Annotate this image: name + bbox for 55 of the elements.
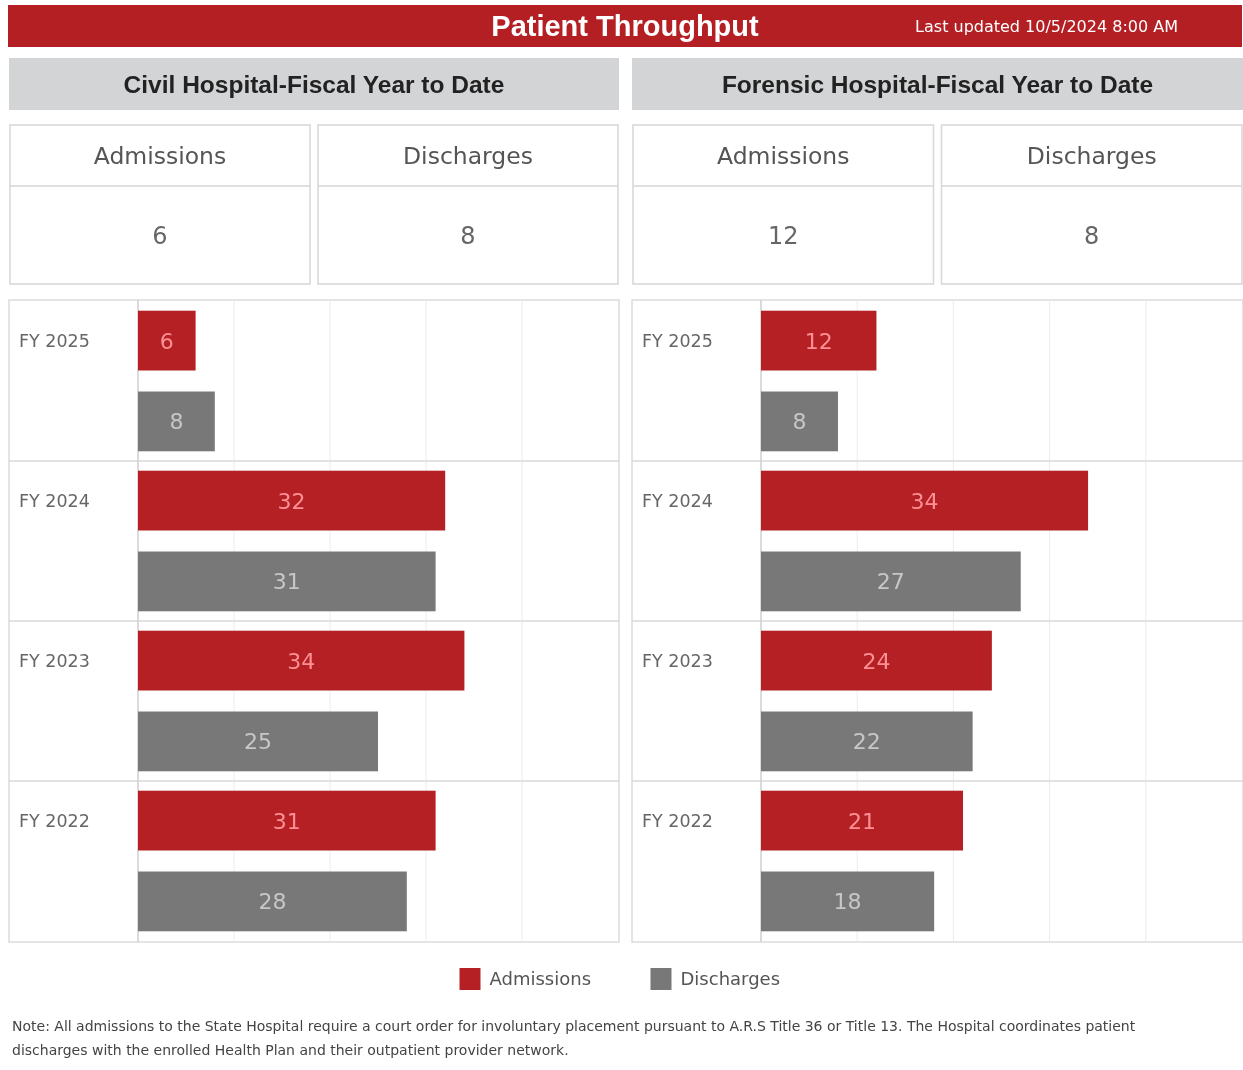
text: Civil Hospital-Fiscal Year to Date bbox=[123, 70, 505, 98]
bar bbox=[138, 711, 378, 772]
bar bbox=[761, 551, 1021, 612]
category-label: Discharges bbox=[1026, 141, 1157, 170]
data-label: 31 bbox=[272, 569, 301, 595]
data-label: 6 bbox=[152, 221, 168, 250]
category-label: Admissions bbox=[716, 141, 850, 170]
data-label: 8 bbox=[1084, 221, 1100, 250]
text: Forensic Hospital-Fiscal Year to Date bbox=[721, 70, 1154, 98]
data-label: 12 bbox=[804, 328, 833, 354]
text: Last updated 10/5/2024 8:00 AM bbox=[915, 17, 1178, 36]
text: Patient Throughput bbox=[491, 10, 760, 43]
y-tick-label: FY 2025 bbox=[642, 330, 713, 351]
data-label: 24 bbox=[862, 648, 891, 674]
bar bbox=[138, 630, 465, 691]
bar bbox=[761, 391, 838, 452]
data-label: 18 bbox=[833, 889, 862, 915]
data-label: 27 bbox=[876, 569, 905, 595]
y-tick-label: FY 2025 bbox=[19, 330, 90, 351]
data-label: 31 bbox=[272, 808, 301, 834]
bar bbox=[761, 310, 877, 371]
text: Note: All admissions to the State Hospital require a court order for involuntary placement pursuant to A.R.S Title 36 or Title 13. The Hospital coordinates patient discharges with the enrolled Health Plan and their outpatient provider network. bbox=[12, 1017, 1137, 1060]
data-label: 32 bbox=[277, 488, 306, 514]
bar bbox=[761, 871, 935, 932]
y-tick-label: FY 2022 bbox=[19, 810, 90, 831]
bar bbox=[761, 790, 964, 851]
bar bbox=[761, 630, 992, 691]
data-label: 12 bbox=[767, 221, 799, 250]
data-label: 21 bbox=[848, 808, 877, 834]
bar bbox=[761, 711, 973, 772]
bar bbox=[138, 310, 196, 371]
bar bbox=[138, 790, 436, 851]
data-label: 28 bbox=[258, 889, 287, 915]
y-tick-label: FY 2024 bbox=[642, 490, 713, 511]
bar bbox=[761, 470, 1089, 531]
data-label: 6 bbox=[159, 328, 174, 354]
data-label: 22 bbox=[852, 729, 881, 755]
data-label: 8 bbox=[792, 409, 807, 435]
category-label: Admissions bbox=[93, 141, 227, 170]
bar bbox=[138, 551, 436, 612]
data-label: 25 bbox=[244, 729, 272, 755]
category-label: Discharges bbox=[403, 141, 533, 170]
y-tick-label: FY 2023 bbox=[642, 650, 713, 671]
y-tick-label: FY 2022 bbox=[642, 810, 713, 831]
legend-label: Discharges bbox=[680, 968, 781, 989]
data-label: 34 bbox=[287, 648, 316, 674]
bar bbox=[138, 391, 215, 452]
data-label: 34 bbox=[910, 488, 939, 514]
y-tick-label: FY 2023 bbox=[19, 650, 90, 671]
y-tick-label: FY 2024 bbox=[19, 490, 90, 511]
legend-label: Admissions bbox=[489, 968, 592, 989]
data-label: 8 bbox=[460, 221, 476, 250]
data-label: 8 bbox=[169, 409, 184, 435]
bar bbox=[138, 470, 446, 531]
bar bbox=[138, 871, 407, 932]
